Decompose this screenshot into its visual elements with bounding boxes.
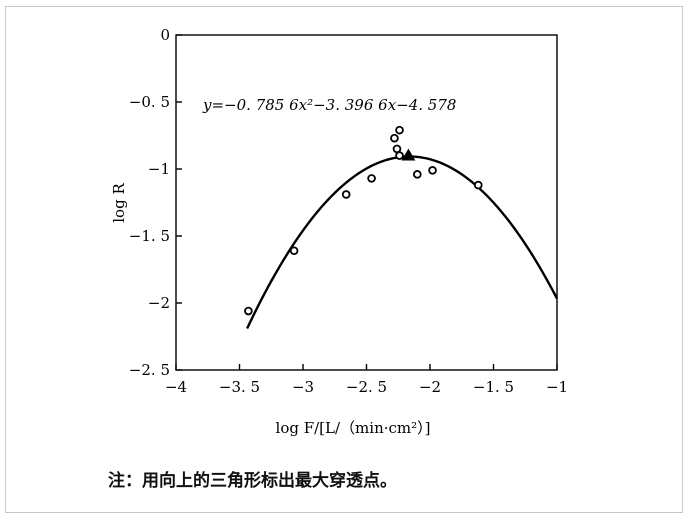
y-tick-label: −1. 5 [129, 227, 170, 245]
data-point-circle [412, 170, 422, 179]
data-point-circle [428, 166, 437, 175]
data-point-circle [244, 306, 253, 316]
y-tick-label: −0. 5 [129, 93, 170, 111]
x-tick-label: −3 [292, 378, 314, 396]
x-tick-label: −1. 5 [473, 378, 514, 396]
data-point-circle [473, 180, 483, 190]
data-point-circle [341, 190, 351, 199]
y-tick-label: −2 [148, 294, 170, 312]
data-point-circle [395, 125, 404, 135]
y-tick-label: 0 [160, 26, 170, 44]
data-point-circle [390, 133, 399, 143]
fit-curve [246, 155, 559, 329]
y-axis-label: log R [110, 183, 128, 223]
figure-note: 注：用向上的三角形标出最大穿透点。 [108, 471, 397, 491]
data-points [244, 125, 483, 316]
y-axis: 0 −0. 5 −1 −1. 5 −2 −2. 5 [129, 26, 182, 379]
x-tick-label: −4 [165, 378, 187, 396]
data-point-circle [395, 151, 404, 160]
data-point-circle [289, 246, 299, 256]
y-tick-label: −2. 5 [129, 361, 170, 379]
x-tick-label: −2. 5 [346, 378, 387, 396]
x-tick-label: −3. 5 [219, 378, 260, 396]
figure-frame [5, 6, 683, 513]
equation-label: y=−0. 785 6x²−3. 396 6x−4. 578 [202, 96, 456, 114]
max-penetration-triangle [401, 148, 416, 161]
data-point-circle [392, 144, 402, 154]
x-axis-label: log F/[L/（min·cm²）] [276, 419, 431, 437]
plot-area [175, 34, 558, 371]
data-point-circle [367, 174, 376, 183]
y-tick-label: −1 [148, 160, 170, 178]
x-tick-label: −2 [419, 378, 441, 396]
x-tick-label: −1 [546, 378, 568, 396]
x-axis: −4 −3. 5 −3 −2. 5 −2 −1. 5 −1 [165, 364, 568, 396]
